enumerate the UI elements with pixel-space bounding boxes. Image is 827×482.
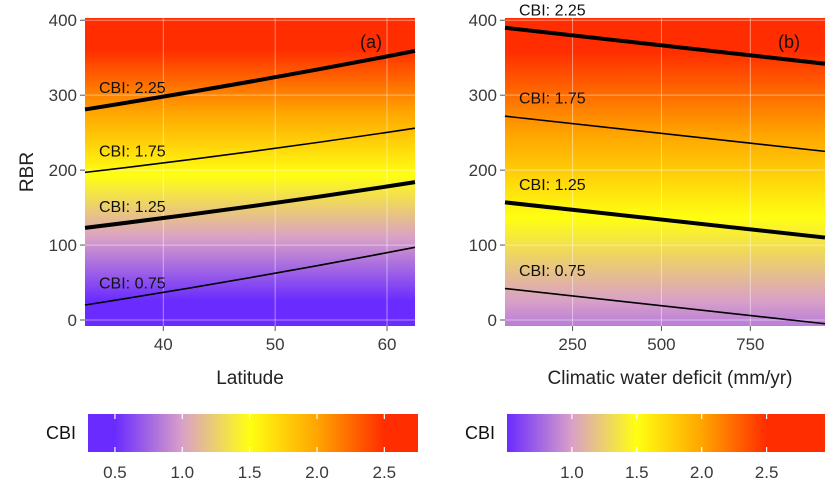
legend-tick-label: 1.5 — [238, 463, 262, 482]
y-tick-label: 300 — [49, 86, 77, 105]
panel-b-contour-labels: CBI: 0.75 CBI: 1.25 CBI: 1.75 CBI: 2.25 — [519, 2, 586, 280]
x-tick-label: 60 — [378, 335, 397, 354]
legend-b-ticks: 1.0 1.5 2.0 2.5 — [560, 414, 778, 482]
contour-label: CBI: 1.25 — [519, 177, 586, 194]
contour-line-1-25 — [504, 200, 826, 240]
legend-a: CBI 0.5 1.0 1.5 2.0 2.5 — [46, 414, 418, 482]
panel-a-y-ticks: 0 100 200 300 400 — [49, 11, 85, 330]
panel-a-x-axis-title: Latitude — [216, 368, 284, 389]
panel-b: CBI: 0.75 CBI: 1.25 CBI: 1.75 CBI: 2.25 (b)… — [469, 2, 826, 389]
contour-label: CBI: 2.25 — [519, 2, 586, 19]
x-tick-label: 50 — [266, 335, 285, 354]
legend-tick-label: 0.5 — [103, 463, 127, 482]
legend-a-colorbar — [88, 414, 418, 452]
y-tick-label: 100 — [49, 236, 77, 255]
contour-label: CBI: 0.75 — [519, 263, 586, 280]
contour-line-2-25 — [504, 25, 826, 66]
contour-line-1-75 — [504, 115, 826, 153]
contour-line-1-75 — [84, 127, 416, 174]
panel-b-y-ticks: 0 100 200 300 400 — [469, 11, 505, 330]
y-tick-label: 300 — [469, 86, 497, 105]
panel-b-grid — [505, 18, 825, 326]
y-tick-label: 0 — [68, 311, 77, 330]
legend-tick-label: 1.5 — [625, 463, 649, 482]
panel-a-grid — [85, 18, 415, 326]
contour-label: CBI: 1.75 — [99, 143, 166, 160]
panel-a-x-ticks: 40 50 60 — [154, 326, 397, 354]
legend-tick-label: 1.0 — [170, 463, 194, 482]
y-tick-label: 100 — [469, 236, 497, 255]
legend-a-title: CBI — [46, 423, 76, 443]
contour-label: CBI: 2.25 — [99, 80, 166, 97]
panel-b-heatmap — [505, 18, 825, 326]
y-tick-label: 200 — [469, 161, 497, 180]
contour-line-0-75 — [84, 246, 416, 306]
y-tick-label: 200 — [49, 161, 77, 180]
panel-a-contours — [84, 49, 416, 306]
legend-tick-label: 2.5 — [373, 463, 397, 482]
legend-b-colorbar — [507, 414, 825, 452]
panel-a: CBI: 0.75 CBI: 1.25 CBI: 1.75 CBI: 2.25 (a)… — [17, 11, 416, 389]
legend-a-ticks: 0.5 1.0 1.5 2.0 2.5 — [103, 414, 396, 482]
contour-line-0-75 — [504, 287, 826, 325]
contour-label: CBI: 1.75 — [519, 91, 586, 108]
contour-label: CBI: 1.25 — [99, 199, 166, 216]
panel-b-x-axis-title: Climatic water deficit (mm/yr) — [548, 368, 793, 389]
panel-a-heatmap — [85, 18, 415, 326]
contour-line-2-25 — [84, 49, 416, 112]
legend-b-title: CBI — [465, 423, 495, 443]
legend-tick-label: 2.5 — [755, 463, 779, 482]
contour-label: CBI: 0.75 — [99, 276, 166, 293]
x-tick-label: 250 — [558, 335, 586, 354]
y-tick-label: 0 — [488, 311, 497, 330]
legend-tick-label: 2.0 — [690, 463, 714, 482]
panel-b-x-ticks: 250 500 750 — [558, 326, 765, 354]
panel-b-tag: (b) — [778, 32, 800, 52]
panel-a-tag: (a) — [360, 32, 382, 52]
contour-line-1-25 — [84, 180, 416, 230]
y-tick-label: 400 — [469, 11, 497, 30]
panel-a-contour-labels: CBI: 0.75 CBI: 1.25 CBI: 1.75 CBI: 2.25 — [99, 80, 166, 293]
x-tick-label: 750 — [736, 335, 764, 354]
legend-b: CBI 1.0 1.5 2.0 2.5 — [465, 414, 825, 482]
x-tick-label: 40 — [154, 335, 173, 354]
y-tick-label: 400 — [49, 11, 77, 30]
panel-b-contours — [504, 25, 826, 325]
legend-tick-label: 2.0 — [305, 463, 329, 482]
x-tick-label: 500 — [647, 335, 675, 354]
panel-a-y-axis-title: RBR — [17, 152, 38, 192]
legend-tick-label: 1.0 — [560, 463, 584, 482]
